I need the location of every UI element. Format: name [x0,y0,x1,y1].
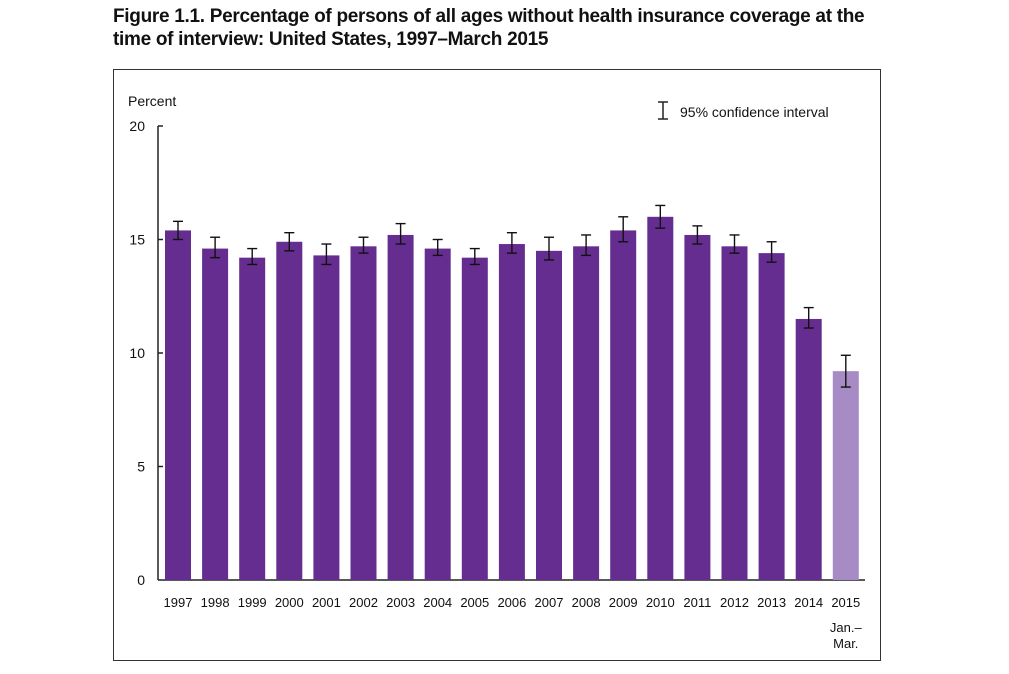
bar-2002 [350,246,377,580]
y-tick-label: 20 [129,118,145,134]
x-tick-sublabel-2015: Jan.– [830,620,863,635]
x-tick-label-2008: 2008 [572,595,601,610]
x-tick-label-2012: 2012 [720,595,749,610]
legend: 95% confidence interval [658,101,829,120]
bar-2001 [313,255,340,580]
x-tick-label-2007: 2007 [535,595,564,610]
error-bar-2004 [432,238,443,257]
x-tick-label-2002: 2002 [349,595,378,610]
x-tick-label-2000: 2000 [275,595,304,610]
error-bar-2009 [618,216,629,243]
y-tick-labels: 0 5 10 15 20 [129,118,145,588]
x-tick-label-1999: 1999 [238,595,267,610]
legend-label: 95% confidence interval [680,104,829,120]
y-axis-label: Percent [128,93,176,109]
x-tick-sublabel-2015: Mar. [833,636,858,651]
error-bar-2008 [581,234,592,257]
bar-2015 [832,371,859,580]
bar-2005 [461,257,488,580]
y-tick-label: 0 [137,572,145,588]
bars [165,216,859,581]
y-tick-label: 15 [129,232,145,248]
error-bar-2007 [544,236,554,261]
legend-error-bar-icon [658,101,668,120]
bar-2013 [758,253,785,580]
error-bar-2011 [692,225,703,245]
error-bar-1999 [247,247,258,266]
x-tick-label-2014: 2014 [794,595,823,610]
error-bar-2003 [395,222,406,245]
x-tick-label-2015: 2015 [831,595,860,610]
bar-2008 [573,246,600,580]
error-bar-2001 [321,243,332,266]
bar-2007 [536,250,562,580]
error-bar-2012 [729,234,740,254]
chart-title-line-2: time of interview: United States, 1997–M… [113,29,549,50]
chart-title-line-1: Figure 1.1. Percentage of persons of all… [113,6,865,27]
bar-2012 [721,246,748,580]
error-bar-1997 [173,220,183,241]
x-tick-label-2004: 2004 [423,595,452,610]
x-tick-label-2011: 2011 [683,595,711,610]
bar-2003 [387,234,414,580]
bar-2004 [424,248,451,580]
bar-2014 [795,318,822,580]
error-bar-2014 [803,306,814,329]
bar-2000 [276,241,303,580]
x-tick-label-2010: 2010 [646,595,675,610]
x-tick-label-2003: 2003 [386,595,415,610]
y-tick-label: 10 [129,345,145,361]
error-bar-2002 [358,236,369,254]
x-tick-label-1997: 1997 [164,595,193,610]
bar-1997 [165,230,191,581]
x-tick-label-2009: 2009 [609,595,638,610]
error-bars [173,204,851,388]
x-tick-label-1998: 1998 [201,595,230,610]
chart-frame [113,69,881,661]
y-tick-label: 5 [137,459,145,475]
bar-2011 [684,234,711,580]
error-bar-2010 [655,204,666,229]
x-tick-label-2001: 2001 [312,595,341,610]
bar-2006 [498,244,525,581]
chart-title: Figure 1.1. Percentage of persons of all… [113,5,903,51]
x-tick-label-2005: 2005 [460,595,489,610]
bar-1998 [202,248,229,580]
error-bar-2013 [766,241,777,263]
x-tick-label-2006: 2006 [497,595,526,610]
error-bar-2005 [469,247,480,266]
error-bar-2015 [840,354,851,388]
error-bar-2006 [506,231,517,254]
x-tick-label-2013: 2013 [757,595,786,610]
error-bar-2000 [284,231,295,252]
bar-2009 [610,230,637,581]
bar-2010 [647,216,674,581]
x-tick-labels: 1997 1998 1999 2000 2001 2002 2003 2004 2005 2006… [164,595,863,651]
bar-1999 [239,257,266,580]
error-bar-1998 [210,236,221,259]
